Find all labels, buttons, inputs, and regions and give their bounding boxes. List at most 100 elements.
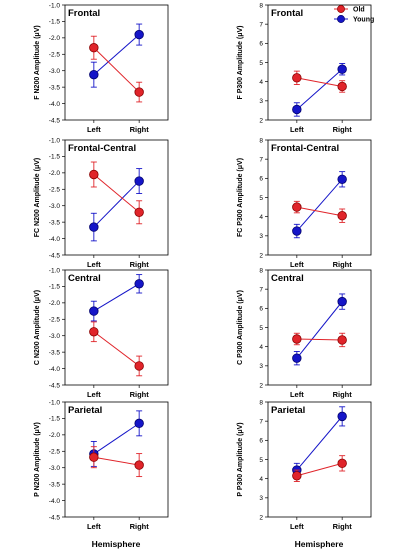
panel-1-y-tick-label: -2.5: [49, 52, 61, 59]
panel-5-x-tick-label-right: Right: [130, 390, 150, 399]
panel-3-x-tick-label-right: Right: [130, 260, 150, 269]
panel-7-y-tick-label: -2.0: [49, 432, 61, 439]
panel-5-series-line-young: [93, 283, 140, 312]
panel-1-y-axis-label: F N200 Amplitude (μV): [34, 25, 41, 99]
panel-4-point-young-left: [292, 226, 302, 236]
panel-3-series-line-young: [93, 180, 140, 228]
panel-4-series-line-young: [296, 178, 343, 232]
panel-5-y-axis-label: C N200 Amplitude (μV): [34, 290, 41, 365]
panel-6-y-tick-label: 8: [259, 267, 263, 274]
panel-8-y-tick-label: 8: [259, 399, 263, 406]
panel-7: -4.5 -4.0 -3.5 -3.0 -2.5 -2.0 -1.5 -1.0 Left Righ…: [34, 399, 169, 531]
panel-2-y-tick-label: 3: [259, 98, 263, 105]
panel-7-x-tick-label-right: Right: [130, 522, 150, 531]
panel-6-point-young-left: [292, 353, 302, 363]
panel-3-plot-frame: [64, 139, 169, 256]
panel-3-point-young-right: [134, 176, 144, 186]
panel-6-series-line-old: [296, 338, 343, 341]
panel-4-x-tick-label-left: Left: [290, 260, 304, 269]
panel-2-title: Frontal: [271, 8, 303, 19]
panel-3-point-old-right: [134, 207, 144, 217]
panel-1-plot-frame: [64, 4, 169, 121]
panel-8-y-tick-label: 4: [259, 476, 263, 483]
panel-4-series-line-old: [296, 206, 343, 217]
panels-group: -4.5 -4.0 -3.5 -3.0 -2.5 -2.0 -1.5 -1.0 Left Righ…: [34, 2, 372, 531]
panel-8-y-tick-label: 3: [259, 495, 263, 502]
panel-1-y-tick-label: -3.0: [49, 68, 61, 75]
panel-3-y-tick-label: -2.0: [49, 170, 61, 177]
panel-1: -4.5 -4.0 -3.5 -3.0 -2.5 -2.0 -1.5 -1.0 Left Righ…: [34, 2, 169, 134]
panel-8-series-line-young: [296, 416, 343, 471]
panel-1-x-tick-label-left: Left: [87, 125, 101, 134]
panel-1-point-old-left: [89, 43, 99, 53]
panel-6-title: Central: [271, 273, 304, 284]
panel-8-plot-frame: [267, 401, 372, 518]
panel-2-y-tick-label: 2: [259, 117, 263, 124]
panel-3: -4.5 -4.0 -3.5 -3.0 -2.5 -2.0 -1.5 -1.0 Left Righ…: [34, 137, 169, 269]
panel-7-x-tick-label-left: Left: [87, 522, 101, 531]
panel-7-point-old-left: [89, 452, 99, 462]
panel-3-title: Frontal-Central: [68, 143, 136, 154]
legend-label-old: Old: [353, 7, 365, 14]
panel-2-y-tick-label: 6: [259, 41, 263, 48]
panel-1-point-old-right: [134, 87, 144, 97]
panel-1-point-young-left: [89, 69, 99, 80]
panel-7-point-young-right: [134, 418, 144, 429]
panel-8-y-tick-label: 2: [259, 514, 263, 521]
panel-8-y-axis-label: P P300 Amplitude (μV): [237, 422, 244, 496]
panel-7-title: Parietal: [68, 405, 102, 416]
panel-7-y-tick-label: -1.0: [49, 399, 61, 406]
panel-4-y-tick-label: 4: [259, 214, 263, 221]
panel-3-x-tick-label-left: Left: [87, 260, 101, 269]
panel-5-point-old-right: [134, 361, 144, 371]
legend-marker-old: [337, 5, 345, 13]
panel-2-y-tick-label: 7: [259, 21, 263, 28]
panel-3-y-tick-label: -2.5: [49, 187, 61, 194]
panel-2-x-tick-label-right: Right: [333, 125, 353, 134]
panel-5-y-tick-label: -3.5: [49, 349, 61, 356]
panel-5-y-tick-label: -4.0: [49, 366, 61, 373]
panel-6-y-tick-label: 7: [259, 286, 263, 293]
panel-5-y-tick-label: -4.5: [49, 382, 61, 389]
panel-5-point-young-right: [134, 279, 144, 289]
panel-4-y-tick-label: 6: [259, 176, 263, 183]
panel-5-series-line-old: [93, 331, 140, 367]
panel-4-point-old-right: [337, 211, 347, 221]
panel-1-series-line-old: [93, 47, 140, 93]
panel-5-y-tick-label: -2.0: [49, 300, 61, 307]
panel-1-y-tick-label: -2.0: [49, 35, 61, 42]
panel-4: 2 3 4 5 6 7 8 Left Right FC P300 Amplitude (μV) Fr…: [237, 137, 372, 269]
panel-6-y-tick-label: 2: [259, 382, 263, 389]
panel-6-x-tick-label-right: Right: [333, 390, 353, 399]
panel-4-y-tick-label: 7: [259, 156, 263, 163]
panel-2-point-young-left: [292, 104, 302, 115]
panel-6-y-tick-label: 6: [259, 306, 263, 313]
panel-8-y-tick-label: 6: [259, 438, 263, 445]
panel-8-y-tick-label: 5: [259, 457, 263, 464]
panel-7-point-old-right: [134, 460, 144, 470]
panel-2-y-axis-label: F P300 Amplitude (μV): [237, 25, 244, 99]
panel-1-y-tick-label: -1.5: [49, 19, 61, 26]
panel-3-y-tick-label: -4.0: [49, 236, 61, 243]
panel-4-title: Frontal-Central: [271, 143, 339, 154]
panel-6: 2 3 4 5 6 7 8 Left Right C P300 Amplitude (μV) Cen…: [237, 267, 372, 399]
panel-4-y-tick-label: 3: [259, 233, 263, 240]
panel-8-title: Parietal: [271, 405, 305, 416]
panel-3-point-young-left: [89, 222, 99, 232]
panel-6-y-tick-label: 5: [259, 325, 263, 332]
panel-7-y-tick-label: -2.5: [49, 449, 61, 456]
panel-7-y-tick-label: -1.5: [49, 416, 61, 423]
panel-1-y-tick-label: -3.5: [49, 84, 61, 91]
panel-8-point-old-left: [292, 471, 302, 481]
panel-1-y-tick-label: -4.0: [49, 101, 61, 108]
panel-5-y-tick-label: -3.0: [49, 333, 61, 340]
panel-8-y-tick-label: 7: [259, 418, 263, 425]
panel-4-point-young-right: [337, 174, 347, 184]
panel-3-y-tick-label: -3.0: [49, 203, 61, 210]
panel-1-y-tick-label: -1.0: [49, 2, 61, 9]
panel-3-series-line-old: [93, 174, 140, 213]
panel-3-y-tick-label: -4.5: [49, 252, 61, 259]
panel-6-y-tick-label: 3: [259, 363, 263, 370]
x-axis-title-left: Hemisphere: [92, 539, 141, 549]
